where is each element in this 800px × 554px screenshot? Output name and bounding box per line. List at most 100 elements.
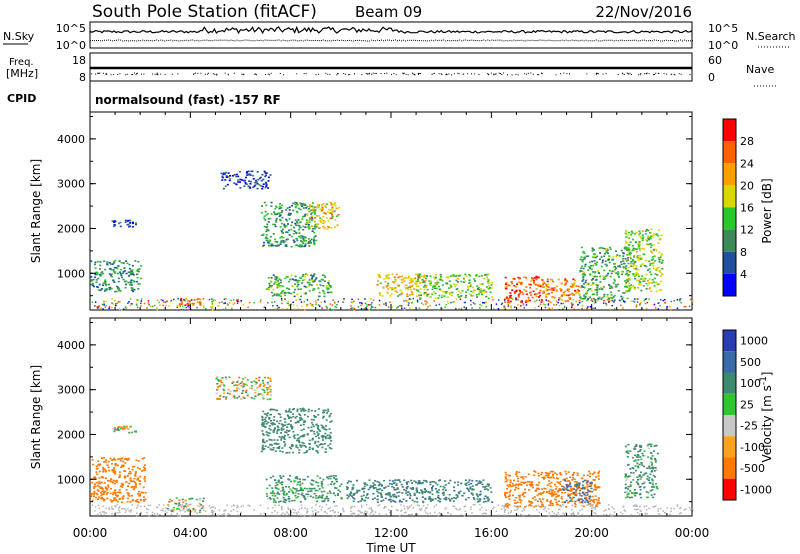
echo-pixel — [238, 376, 241, 379]
clutter-pixel — [422, 303, 425, 306]
echo-pixel — [654, 476, 657, 478]
echo-pixel — [138, 468, 141, 470]
echo-pixel — [469, 283, 472, 286]
echo-pixel — [172, 509, 175, 511]
echo-pixel — [256, 386, 259, 389]
echo-pixel — [515, 286, 518, 288]
echo-pixel — [541, 279, 544, 281]
echo-pixel — [433, 287, 436, 289]
echo-pixel — [308, 487, 311, 490]
echo-pixel — [546, 484, 549, 486]
echo-pixel — [634, 274, 637, 277]
echo-pixel — [647, 238, 650, 241]
echo-pixel — [307, 415, 309, 418]
echo-pixel — [536, 500, 539, 503]
clutter-pixel — [407, 300, 409, 302]
echo-pixel — [640, 496, 643, 499]
clutter-pixel — [605, 302, 607, 305]
echo-pixel — [637, 483, 640, 486]
clutter-pixel — [222, 308, 224, 311]
clutter-pixel — [351, 298, 353, 301]
clutter-pixel — [311, 304, 313, 306]
echo-pixel — [533, 470, 536, 472]
echo-pixel — [546, 280, 549, 283]
echo-pixel — [315, 497, 317, 499]
echo-pixel — [513, 285, 516, 287]
echo-pixel — [638, 230, 641, 233]
echo-pixel — [592, 264, 595, 267]
echo-pixel — [301, 492, 304, 495]
ground-scatter-pixel — [652, 506, 655, 508]
echo-pixel — [261, 388, 264, 391]
echo-pixel — [167, 509, 170, 511]
echo-pixel — [655, 486, 658, 489]
echo-pixel — [114, 480, 117, 482]
ground-scatter-pixel — [173, 510, 175, 513]
echo-pixel — [290, 224, 293, 227]
echo-pixel — [279, 203, 282, 205]
echo-pixel — [504, 494, 507, 497]
echo-pixel — [285, 452, 288, 454]
echo-pixel — [291, 491, 294, 493]
echo-pixel — [335, 207, 338, 210]
echo-pixel — [222, 187, 225, 190]
echo-pixel — [277, 284, 280, 287]
echo-pixel — [274, 427, 276, 429]
clutter-pixel — [164, 301, 167, 304]
echo-pixel — [564, 487, 567, 490]
echo-pixel — [106, 488, 109, 490]
echo-pixel — [320, 278, 323, 281]
echo-pixel — [225, 175, 228, 177]
echo-pixel — [572, 294, 575, 296]
echo-pixel — [613, 270, 616, 273]
echo-pixel — [633, 446, 636, 448]
echo-pixel — [239, 382, 242, 385]
echo-pixel — [137, 493, 139, 495]
echo-pixel — [513, 499, 516, 502]
echo-pixel — [233, 174, 236, 176]
echo-pixel — [241, 392, 244, 394]
echo-pixel — [325, 285, 328, 287]
echo-pixel — [119, 290, 122, 292]
echo-pixel — [333, 482, 336, 485]
echo-pixel — [316, 223, 319, 225]
echo-pixel — [434, 282, 437, 285]
echo-pixel — [92, 278, 95, 281]
echo-pixel — [97, 482, 100, 485]
echo-pixel — [280, 240, 283, 242]
clutter-pixel — [587, 306, 589, 308]
echo-pixel — [335, 487, 338, 489]
echo-pixel — [293, 408, 295, 410]
clutter-pixel — [538, 299, 541, 301]
echo-pixel — [532, 486, 535, 489]
echo-pixel — [636, 476, 639, 479]
echo-pixel — [94, 276, 97, 278]
colorbar-tick-label: 16 — [740, 202, 754, 215]
echo-pixel — [256, 171, 259, 173]
echo-pixel — [561, 492, 564, 494]
clutter-pixel — [610, 299, 612, 302]
echo-pixel — [94, 483, 96, 485]
echo-pixel — [650, 443, 653, 446]
echo-pixel — [265, 230, 268, 233]
echo-pixel — [291, 427, 293, 430]
echo-pixel — [251, 170, 254, 173]
echo-pixel — [261, 185, 264, 188]
echo-pixel — [577, 292, 580, 295]
echo-pixel — [299, 208, 302, 211]
echo-pixel — [377, 488, 380, 491]
echo-pixel — [630, 284, 633, 286]
date-label: 22/Nov/2016 — [595, 3, 692, 21]
ground-scatter-pixel — [103, 514, 105, 516]
ground-scatter-pixel — [111, 506, 113, 508]
echo-pixel — [395, 496, 398, 499]
echo-pixel — [442, 488, 445, 491]
echo-pixel — [110, 268, 113, 271]
echo-pixel — [280, 439, 283, 441]
ground-scatter-pixel — [577, 512, 580, 514]
echo-pixel — [288, 229, 290, 232]
echo-pixel — [546, 500, 549, 502]
echo-pixel — [605, 275, 607, 277]
ground-scatter-pixel — [653, 505, 656, 508]
echo-pixel — [273, 499, 276, 502]
